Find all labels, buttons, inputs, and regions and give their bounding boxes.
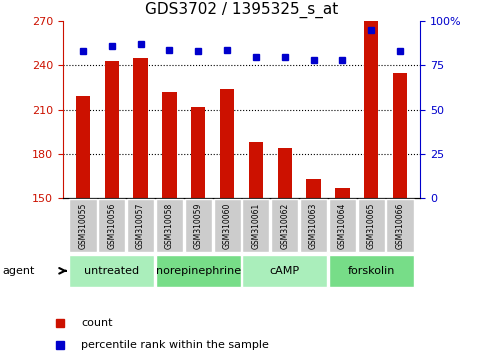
Text: GSM310055: GSM310055	[78, 202, 87, 249]
Text: GSM310057: GSM310057	[136, 202, 145, 249]
Bar	[335, 188, 350, 198]
FancyBboxPatch shape	[329, 255, 413, 287]
Bar	[393, 73, 407, 198]
Bar	[249, 142, 263, 198]
FancyBboxPatch shape	[271, 199, 298, 252]
FancyBboxPatch shape	[70, 255, 154, 287]
Text: untreated: untreated	[84, 266, 140, 276]
Bar	[364, 21, 378, 198]
Bar	[105, 61, 119, 198]
Bar	[278, 148, 292, 198]
FancyBboxPatch shape	[70, 199, 97, 252]
FancyBboxPatch shape	[242, 199, 270, 252]
FancyBboxPatch shape	[98, 199, 126, 252]
Text: GSM310059: GSM310059	[194, 202, 203, 249]
FancyBboxPatch shape	[156, 255, 241, 287]
Text: agent: agent	[2, 266, 35, 276]
FancyBboxPatch shape	[386, 199, 413, 252]
Text: GSM310066: GSM310066	[396, 202, 405, 249]
Bar	[133, 58, 148, 198]
Bar	[76, 97, 90, 198]
FancyBboxPatch shape	[357, 199, 385, 252]
Text: percentile rank within the sample: percentile rank within the sample	[81, 339, 269, 350]
Text: norepinephrine: norepinephrine	[156, 266, 241, 276]
FancyBboxPatch shape	[185, 199, 212, 252]
FancyBboxPatch shape	[156, 199, 183, 252]
FancyBboxPatch shape	[213, 199, 241, 252]
Text: GSM310063: GSM310063	[309, 202, 318, 249]
Bar	[220, 89, 234, 198]
FancyBboxPatch shape	[329, 199, 356, 252]
Text: GSM310064: GSM310064	[338, 202, 347, 249]
Title: GDS3702 / 1395325_s_at: GDS3702 / 1395325_s_at	[145, 2, 338, 18]
Text: GSM310062: GSM310062	[280, 202, 289, 249]
Text: cAMP: cAMP	[270, 266, 300, 276]
FancyBboxPatch shape	[127, 199, 154, 252]
Bar	[191, 107, 205, 198]
Text: GSM310058: GSM310058	[165, 202, 174, 249]
Bar	[306, 179, 321, 198]
Text: count: count	[81, 318, 113, 329]
Text: GSM310060: GSM310060	[223, 202, 231, 249]
Text: GSM310056: GSM310056	[107, 202, 116, 249]
FancyBboxPatch shape	[242, 255, 327, 287]
Bar	[162, 92, 177, 198]
FancyBboxPatch shape	[300, 199, 327, 252]
Text: GSM310065: GSM310065	[367, 202, 376, 249]
Text: forskolin: forskolin	[348, 266, 395, 276]
Text: GSM310061: GSM310061	[252, 202, 260, 249]
